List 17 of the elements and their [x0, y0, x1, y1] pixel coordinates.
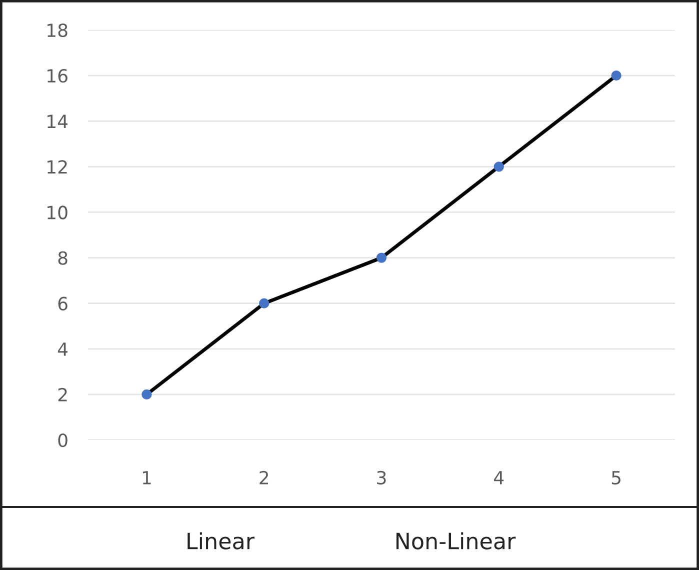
y-tick-label: 6 [58, 296, 68, 310]
x-tick-label: 5 [612, 471, 620, 485]
text: Linear [188, 532, 255, 550]
x-tick-label: 2 [260, 470, 268, 484]
y-tick-label: 16 [48, 69, 68, 83]
y-tick-label: 10 [48, 206, 68, 220]
x-tick-label: 1 [142, 471, 151, 484]
y-tick-label: 12 [48, 160, 67, 174]
y-tick-label: 2 [58, 388, 67, 402]
y-tick-label: 4 [58, 342, 68, 356]
y-tick-label: 18 [48, 23, 68, 38]
y-tick-label: 14 [48, 114, 68, 128]
y-tick-label: 0 [58, 433, 68, 448]
x-tick-label: 3 [377, 470, 386, 485]
y-tick-label: 8 [58, 251, 68, 265]
text: Non-Linear [396, 532, 516, 550]
x-tick-label: 4 [494, 471, 504, 484]
